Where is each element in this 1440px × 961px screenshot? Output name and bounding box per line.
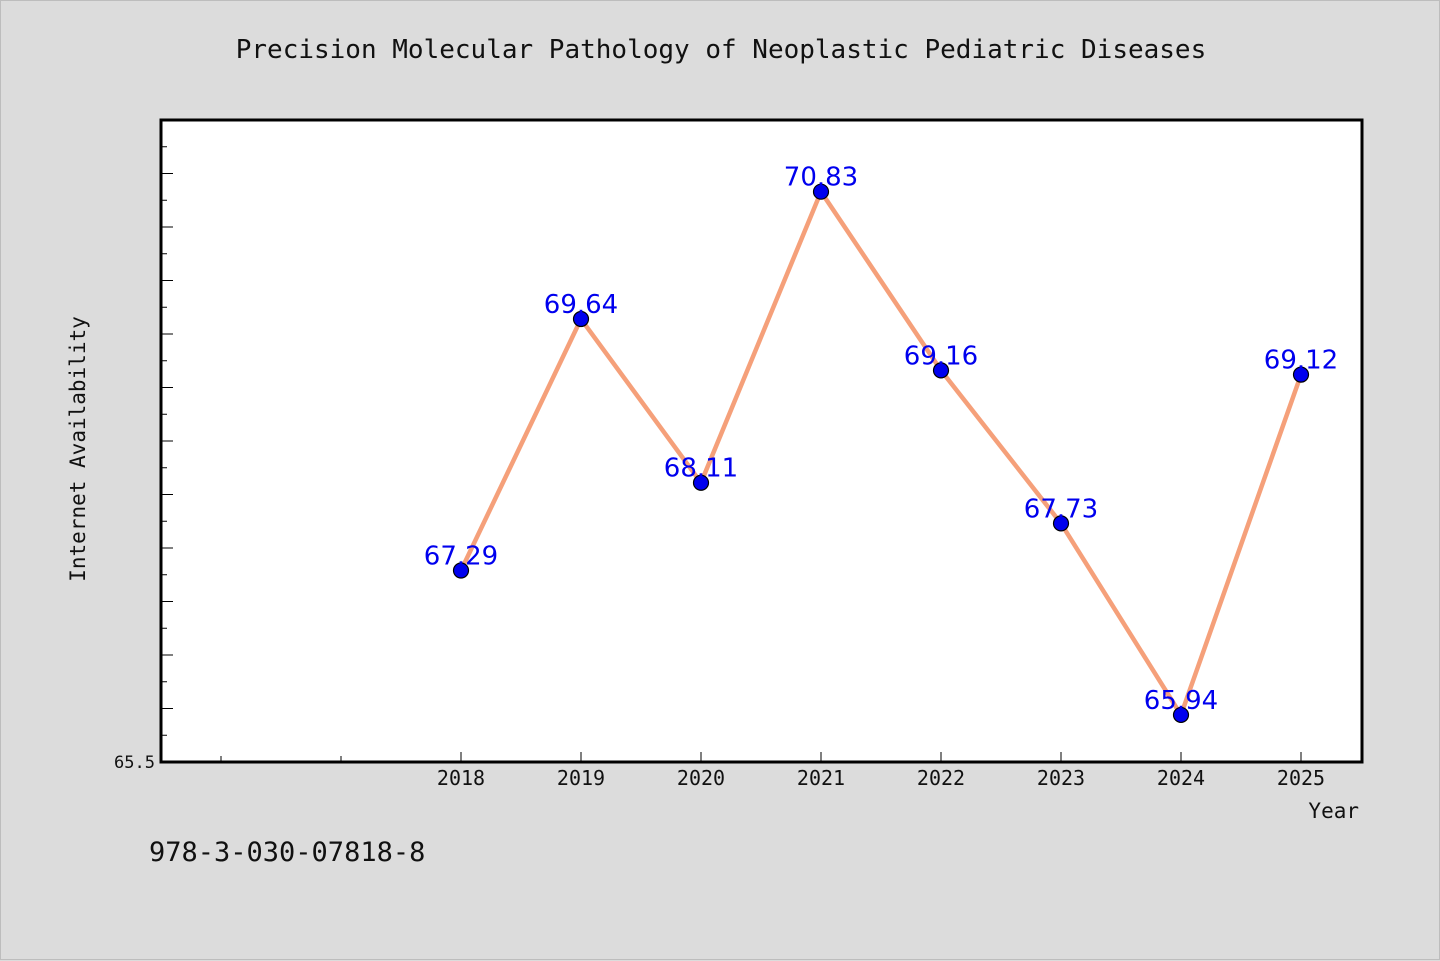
data-label: 69.16 [904,341,978,371]
series-line [458,189,1304,718]
x-tick-label: 2019 [557,766,605,790]
data-label: 70.83 [784,163,858,193]
data-label: 68.11 [664,454,738,484]
y-tick-label: 65.5 [114,753,155,773]
isbn-label: 978-3-030-07818-8 [149,837,426,868]
data-label: 67.73 [1024,494,1098,524]
x-axis-title: Year [1308,799,1359,823]
data-point [932,362,950,379]
data-label: 65.94 [1144,686,1218,716]
data-point [1172,706,1190,724]
data-series: 67.29 69.64 68.11 70.83 69.16 67.73 65.94 69.12 [424,163,1338,724]
data-point [1292,366,1310,383]
data-point [692,474,710,491]
x-tick-label: 2022 [917,766,965,790]
x-tick-label: 2024 [1157,766,1205,790]
x-tick-label: 2021 [797,766,845,790]
data-point [1052,515,1070,532]
data-label: 69.64 [544,290,618,320]
data-point [452,562,470,579]
data-label: 69.12 [1264,346,1338,376]
chart-title: Precision Molecular Pathology of Neoplas… [235,35,1207,65]
y-axis-ticks: 65.5 [114,119,173,773]
x-tick-label: 2020 [677,766,725,790]
x-axis-ticks: 2018 2019 2020 2021 2022 2023 2024 2025 [220,752,1325,790]
x-tick-label: 2018 [437,766,485,790]
y-axis-title: Internet Availability [66,316,90,582]
data-point [572,310,590,328]
data-label: 67.29 [424,541,498,571]
x-tick-label: 2025 [1277,766,1325,790]
data-point [812,183,830,200]
plot-area [159,118,1364,764]
x-tick-label: 2023 [1037,766,1085,790]
